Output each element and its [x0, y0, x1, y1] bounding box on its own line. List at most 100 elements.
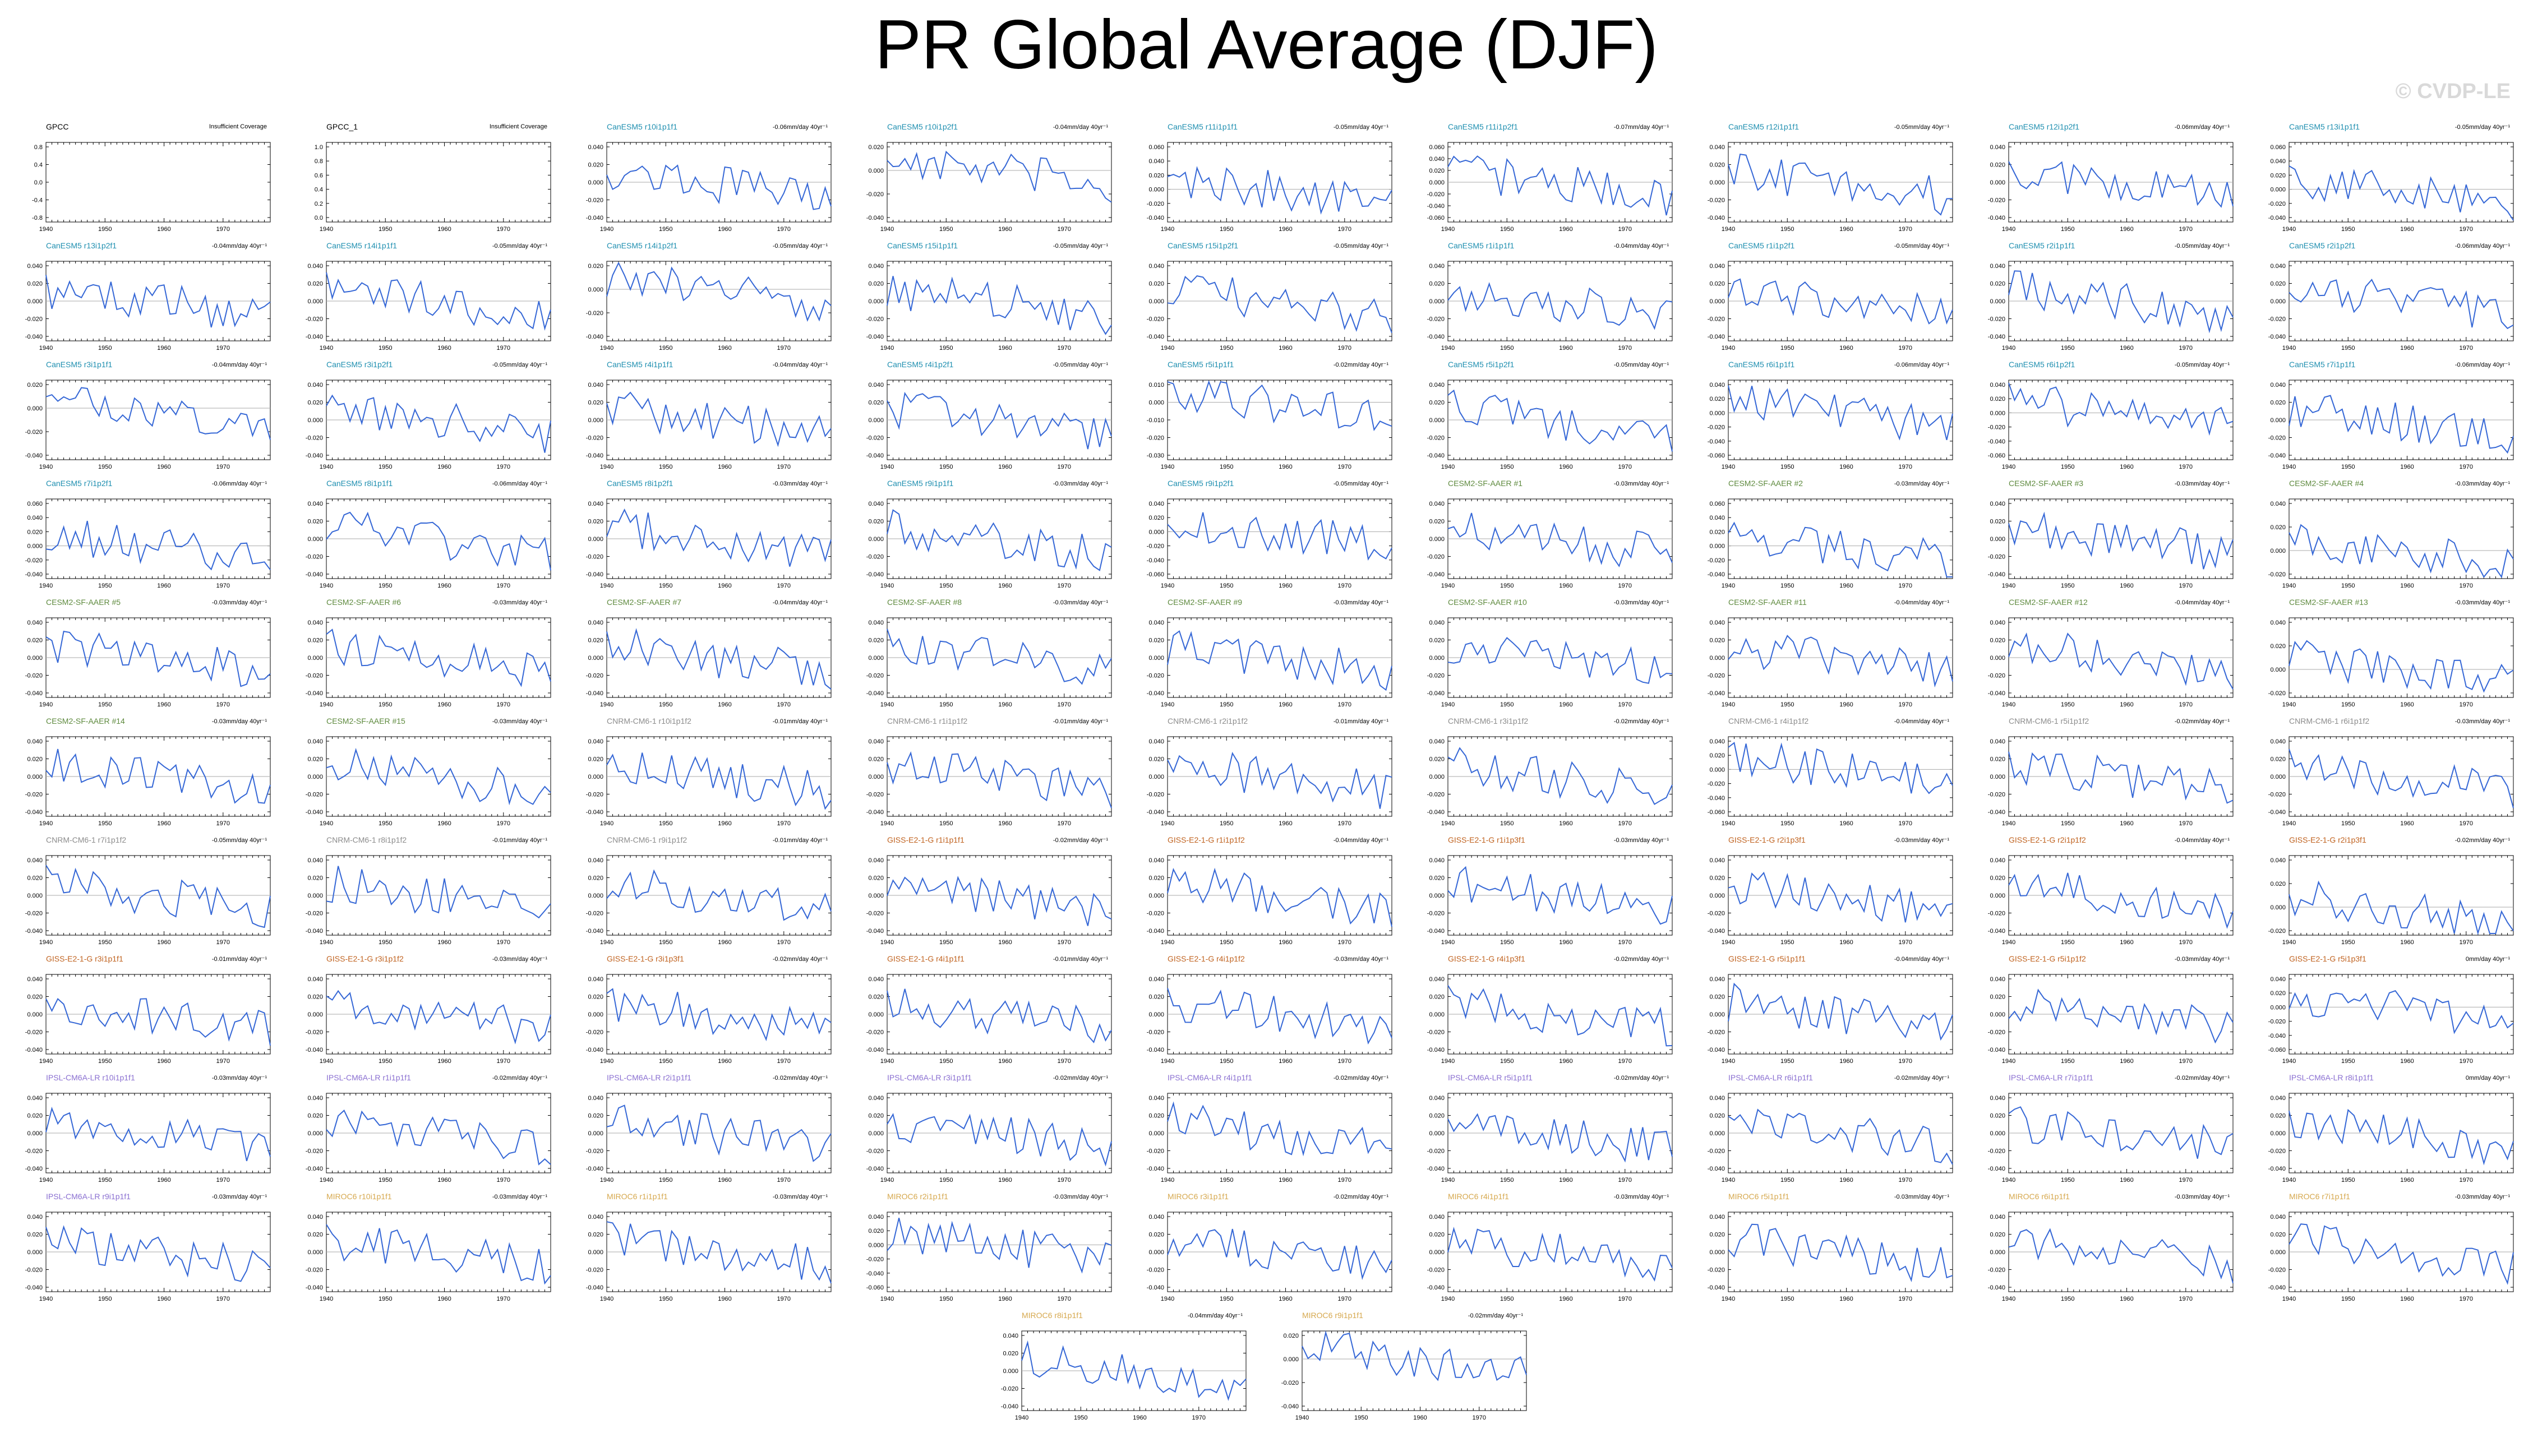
y-tick-label: -0.040 — [306, 452, 323, 459]
x-tick-label: 1970 — [497, 583, 510, 589]
plot-frame — [1728, 498, 1953, 579]
y-tick-label: -0.040 — [1427, 203, 1445, 210]
y-tick-label: -0.040 — [1427, 690, 1445, 697]
x-tick-label: 1970 — [216, 226, 230, 233]
x-tick-label: 1940 — [600, 464, 613, 470]
y-tick-label: -0.040 — [1427, 452, 1445, 459]
y-tick-label: 0.060 — [27, 501, 43, 507]
y-tick-label: 0.040 — [2270, 158, 2286, 165]
x-tick-label: 1970 — [777, 701, 791, 708]
panel-trend: -0.06mm/day 40yr⁻¹ — [2174, 124, 2230, 131]
y-tick-label: -0.020 — [2268, 316, 2286, 323]
y-tick-label: 0.000 — [307, 774, 323, 780]
x-tick-label: 1940 — [600, 583, 613, 589]
y-tick-label: 0.040 — [27, 620, 43, 626]
panel-trend: -0.03mm/day 40yr⁻¹ — [492, 718, 547, 725]
y-tick-label: -0.020 — [1147, 673, 1164, 680]
x-tick-label: 1950 — [2341, 701, 2355, 708]
x-tick-label: 1950 — [2061, 701, 2074, 708]
y-tick-label: -0.040 — [1988, 571, 2005, 578]
panel-title: CanESM5 r4i1p2f1 — [887, 360, 954, 369]
y-tick-label: -0.040 — [25, 809, 43, 816]
y-tick-label: -0.020 — [1427, 673, 1445, 680]
y-tick-label: 0.040 — [2270, 620, 2286, 626]
panel-plot: 0.040 0.020 0.000 -0.020 -0.040 1940 1950 1960 1… — [306, 261, 551, 352]
x-tick-label: 1940 — [880, 226, 894, 233]
x-tick-label: 1970 — [497, 464, 510, 470]
y-tick-label: 0.040 — [868, 382, 884, 389]
timeseries-panel: CanESM5 r9i1p1f1 -0.03mm/day 40yr⁻¹ 0.040 0… — [851, 479, 1120, 594]
panel-plot: 0.060 0.040 0.020 0.000 -0.020 -0.040 -0.060 19… — [1427, 142, 1673, 233]
x-tick-label: 1940 — [320, 701, 333, 708]
timeseries-panel: CanESM5 r2i1p2f1 -0.06mm/day 40yr⁻¹ 0.040 0… — [2253, 241, 2522, 356]
series-line — [1167, 166, 1392, 215]
y-tick-label: 0.020 — [1429, 400, 1445, 406]
panel-plot: 0.040 0.020 0.000 -0.020 -0.040 1940 1950 1960 1… — [1427, 261, 1673, 352]
x-tick-label: 1950 — [1220, 226, 1233, 233]
timeseries-panel: CanESM5 r15i1p1f1 -0.05mm/day 40yr⁻¹ 0.040… — [851, 241, 1120, 356]
x-tick-label: 1940 — [600, 226, 613, 233]
x-tick-label: 1960 — [2120, 583, 2133, 589]
y-tick-label: 0.020 — [1148, 172, 1164, 179]
plot-frame — [45, 498, 271, 579]
x-tick-label: 1940 — [2282, 701, 2296, 708]
timeseries-panel: CESM2-SF-AAER #7 -0.04mm/day 40yr⁻¹ 0.040 0… — [571, 598, 840, 713]
x-tick-label: 1960 — [718, 345, 731, 352]
panel-plot: 0.040 0.020 0.000 -0.020 -0.040 1940 1950 1960 1… — [586, 380, 832, 470]
panel-plot: 0.040 0.020 0.000 -0.020 -0.040 -0.060 1940 195… — [1708, 380, 1953, 470]
y-tick-label: -0.040 — [25, 452, 43, 459]
y-tick-label: 0.000 — [1429, 417, 1445, 424]
panel-plot: 0.040 0.020 0.000 -0.020 -0.040 1940 1950 1960 1… — [866, 617, 1112, 708]
x-tick-label: 1940 — [2282, 583, 2296, 589]
x-tick-label: 1950 — [939, 583, 953, 589]
panel-title: CESM2-SF-AAER #1 — [1448, 479, 1523, 488]
panel-plot: 0.010 0.000 -0.010 -0.020 -0.030 1940 1950 1960… — [1147, 380, 1392, 470]
panel-trend: -0.05mm/day 40yr⁻¹ — [1333, 480, 1388, 487]
panel-title: CESM2-SF-AAER #6 — [326, 598, 402, 607]
y-tick-label: 0.000 — [868, 655, 884, 662]
series-line — [606, 164, 832, 210]
timeseries-panel: CESM2-SF-AAER #3 -0.03mm/day 40yr⁻¹ 0.040 0… — [1973, 479, 2242, 594]
panel-title: CESM2-SF-AAER #7 — [607, 598, 682, 607]
y-tick-label: 0.000 — [2270, 187, 2286, 193]
timeseries-panel: CESM2-SF-AAER #2 -0.03mm/day 40yr⁻¹ 0.060 0… — [1692, 479, 1962, 594]
y-tick-label: -0.020 — [1988, 554, 2005, 561]
x-tick-label: 1940 — [1161, 226, 1174, 233]
y-tick-label: -0.040 — [1147, 557, 1164, 564]
timeseries-panel: CESM2-SF-AAER #6 -0.03mm/day 40yr⁻¹ 0.040 0… — [290, 598, 560, 713]
panel-trend: -0.03mm/day 40yr⁻¹ — [1894, 480, 1949, 487]
panel-plot: 0.060 0.040 0.020 0.000 -0.020 -0.040 1940 1950… — [1708, 498, 1953, 589]
y-tick-label: 0.020 — [2270, 524, 2286, 531]
x-tick-label: 1970 — [1899, 226, 1912, 233]
panel-title: CanESM5 r12i1p1f1 — [1728, 122, 1800, 131]
timeseries-panel: CESM2-SF-AAER #8 -0.03mm/day 40yr⁻¹ 0.040 0… — [851, 598, 1120, 713]
y-tick-label: 0.040 — [588, 620, 603, 626]
series-line — [887, 509, 1112, 571]
y-tick-label: 0.020 — [588, 400, 603, 406]
y-tick-label: 0.000 — [2270, 667, 2286, 673]
series-line — [606, 391, 832, 447]
y-tick-label: 0.020 — [307, 519, 323, 525]
y-tick-label: -0.060 — [1147, 571, 1164, 578]
series-line — [1167, 512, 1392, 561]
y-tick-label: -0.020 — [1147, 201, 1164, 207]
y-tick-label: -0.020 — [1427, 316, 1445, 323]
y-tick-label: -0.040 — [1708, 438, 1725, 445]
series-line — [326, 394, 551, 453]
y-tick-label: -0.020 — [866, 554, 884, 561]
x-tick-label: 1950 — [939, 464, 953, 470]
panel-title: CanESM5 r13i1p1f1 — [2289, 122, 2360, 131]
y-tick-label: -0.020 — [586, 197, 603, 204]
x-tick-label: 1960 — [157, 820, 170, 827]
x-tick-label: 1950 — [659, 583, 672, 589]
y-tick-label: -0.040 — [586, 334, 603, 340]
panel-trend: -0.05mm/day 40yr⁻¹ — [1894, 124, 1949, 131]
y-tick-label: 0.2 — [315, 201, 323, 207]
y-tick-label: 0.040 — [1148, 158, 1164, 165]
panel-plot: 0.040 0.020 0.000 -0.020 -0.040 1940 1950 1960 1… — [1988, 261, 2234, 352]
y-tick-label: 0.000 — [588, 655, 603, 662]
series-line — [45, 387, 271, 440]
panel-plot: 0.040 0.020 0.000 -0.020 -0.040 1940 1950 1960 1… — [306, 736, 551, 827]
timeseries-panel: CanESM5 r7i1p1f1 -0.06mm/day 40yr⁻¹ 0.040 0… — [2253, 360, 2522, 475]
y-tick-label: -0.020 — [306, 554, 323, 561]
